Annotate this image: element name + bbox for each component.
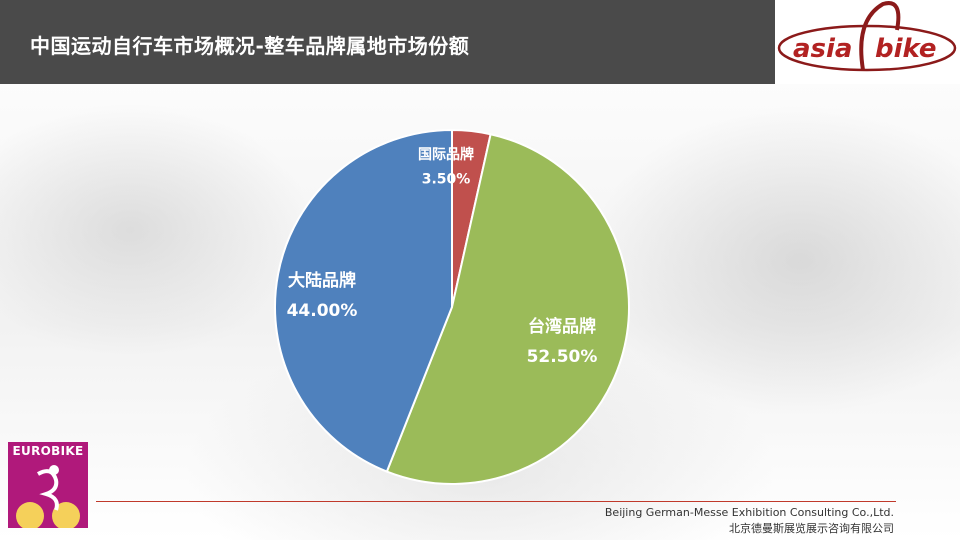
asiabike-logo-graphic: asia bike [777, 1, 957, 72]
pie-labels: 国际品牌 3.50% 台湾品牌 52.50% 大陆品牌 44.00% [287, 146, 598, 367]
pie-slice-2-value-label: 52.50% [527, 347, 598, 367]
pie-slice-2-category-label: 台湾品牌 [528, 316, 596, 337]
eurobike-logo-text: EUROBIKE [8, 442, 88, 460]
pie-slice-3 [274, 128, 453, 473]
pie-slices [274, 128, 630, 485]
pie-slice-1-value-label: 3.50% [422, 172, 471, 188]
logo-text-bike: bike [875, 34, 937, 64]
page-title: 中国运动自行车市场概况-整车品牌属地市场份额 [30, 34, 470, 58]
pie-slice-2 [385, 133, 630, 485]
pie-slice-3-value-label: 44.00% [287, 301, 358, 321]
pie-slice-3-category-label: 大陆品牌 [288, 270, 356, 291]
footer-divider [96, 501, 896, 502]
pie-slice-1-category-label: 国际品牌 [418, 146, 474, 163]
asiabike-logo: asia bike [775, 0, 960, 84]
footer-company-cn: 北京德曼斯展览展示咨询有限公司 [729, 522, 894, 535]
title-bar: 中国运动自行车市场概况-整车品牌属地市场份额 [0, 0, 775, 84]
logo-text-asia: asia [793, 34, 852, 64]
footer-company-en: Beijing German-Messe Exhibition Consulti… [604, 506, 894, 519]
eurobike-logo: EUROBIKE [8, 442, 88, 528]
eurobike-cyclist-graphic [8, 460, 88, 528]
